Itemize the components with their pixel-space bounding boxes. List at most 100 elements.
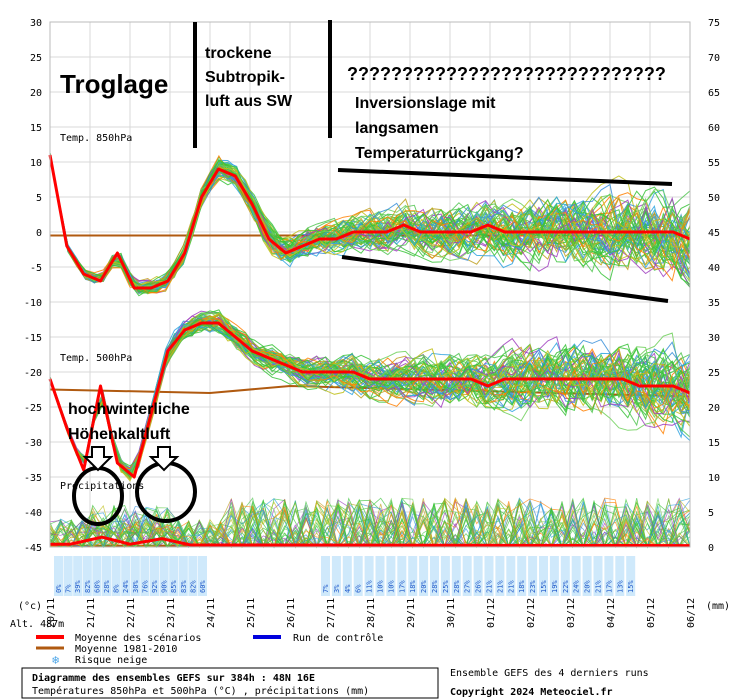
y-right-tick-label: 0: [708, 543, 714, 554]
snow-risk-label: 0%: [55, 584, 63, 593]
snow-risk-cell: [615, 556, 625, 596]
snow-risk-label: 92%: [151, 580, 159, 593]
snow-risk-label: 26%: [475, 580, 483, 593]
snow-risk-label: 13%: [616, 580, 624, 593]
snow-risk-label: 20%: [584, 580, 592, 593]
snowflake-icon: ❄: [52, 653, 59, 667]
member-850-line: [49, 156, 691, 294]
snow-risk-cell: [560, 556, 570, 596]
x-date-label: 29/11: [406, 598, 417, 628]
footer-runs: Ensemble GEFS des 4 derniers runs: [450, 668, 649, 679]
snow-risk-cell: [484, 556, 494, 596]
y-left-tick-label: -35: [24, 473, 42, 484]
label-t850: Temp. 850hPa: [60, 133, 132, 144]
snow-risk-cell: [440, 556, 450, 596]
member-500-line: [49, 323, 691, 471]
y-right-tick-label: 20: [708, 403, 720, 414]
snow-risk-label: 18%: [409, 580, 417, 593]
snow-risk-label: 4%: [344, 584, 352, 593]
snow-risk-cell: [571, 556, 581, 596]
snow-risk-label: 82%: [84, 580, 92, 593]
y-left-tick-label: -20: [24, 368, 42, 379]
snow-risk-cell: [539, 556, 548, 596]
y-right-tick-label: 40: [708, 263, 720, 274]
member-850-line: [49, 153, 691, 294]
x-date-label: 04/12: [606, 598, 617, 628]
y-right-tick-label: 70: [708, 53, 720, 64]
arrow-down-icon: [148, 446, 180, 472]
snow-risk-cell: [150, 556, 159, 596]
snow-risk-cell: [506, 556, 516, 596]
snow-risk-label: 90%: [161, 580, 169, 593]
snow-risk-cell: [102, 556, 111, 596]
y-left-tick-label: 15: [30, 123, 42, 134]
mean-precip-line: [50, 535, 691, 548]
snow-risk-cell: [517, 556, 527, 596]
snow-risk-cell: [63, 556, 73, 596]
snow-risk-label: 24%: [122, 580, 130, 593]
legend-snow-label: Risque neige: [75, 655, 147, 666]
y-right-tick-label: 50: [708, 193, 720, 204]
snow-risk-label: 7%: [65, 584, 73, 593]
x-date-label: 21/11: [86, 598, 97, 628]
snow-risk-label: 15%: [627, 580, 635, 593]
snow-risk-label: 11%: [366, 580, 374, 593]
snow-risk-label: 17%: [398, 580, 406, 593]
snow-risk-label: 23%: [529, 580, 537, 593]
snow-risk-cell: [451, 556, 461, 596]
legend-mean-label: Moyenne des scénarios: [75, 632, 201, 644]
snow-risk-cell: [321, 556, 330, 596]
x-date-label: 27/11: [326, 598, 337, 628]
annot-trend-upper: [337, 168, 673, 186]
annot-trend-lower: [341, 255, 669, 303]
snow-risk-cell: [582, 556, 592, 596]
snow-risk-label: 7%: [322, 584, 330, 593]
snow-risk-cell: [111, 556, 121, 596]
annot-inversion-line: Inversionslage mit: [355, 95, 496, 112]
snow-risk-cell: [342, 556, 352, 596]
y-right-tick-label: 25: [708, 368, 720, 379]
snow-risk-label: 21%: [507, 580, 515, 593]
snow-risk-cell: [188, 556, 198, 596]
annot-subtropik-line: Subtropik-: [205, 69, 285, 86]
y-left-tick-label: 10: [30, 158, 42, 169]
snow-risk-label: 18%: [518, 580, 526, 593]
y-left-tick-label: -25: [24, 403, 42, 414]
snow-risk-label: 85%: [170, 580, 178, 593]
snow-risk-label: 25%: [442, 580, 450, 593]
x-date-label: 30/11: [446, 598, 457, 628]
y-right-tick-label: 35: [708, 298, 720, 309]
snow-risk-cell: [528, 556, 538, 596]
x-date-label: 28/11: [366, 598, 377, 628]
snow-risk-cell: [408, 556, 418, 596]
snow-risk-label: 60%: [199, 580, 207, 593]
snow-risk-label: 28%: [103, 580, 111, 593]
y-left-tick-label: 30: [30, 18, 42, 29]
snow-risk-cell: [121, 556, 131, 596]
y-right-tick-label: 10: [708, 473, 720, 484]
snow-risk-cell: [593, 556, 603, 596]
member-850-line: [49, 156, 691, 287]
legend-control-label: Run de contrôle: [293, 632, 383, 644]
annot-inversion-line: Temperaturrückgang?: [355, 145, 524, 162]
annot-cold-line: hochwinterliche: [68, 401, 190, 418]
snow-risk-label: 10%: [377, 580, 385, 593]
snow-risk-label: 21%: [486, 580, 494, 593]
snow-risk-cell: [140, 556, 150, 596]
snow-risk-cell: [473, 556, 483, 596]
label-t500: Temp. 500hPa: [60, 353, 132, 364]
snow-risk-cell: [73, 556, 83, 596]
x-date-label: 20/11: [46, 598, 57, 628]
snow-risk-label: 83%: [180, 580, 188, 593]
snow-risk-label: 3%: [333, 584, 341, 593]
x-date-label: 25/11: [246, 598, 257, 628]
snow-risk-label: 19%: [551, 580, 559, 593]
snow-risk-cell: [375, 556, 385, 596]
footer-title: Diagramme des ensembles GEFS sur 384h : …: [32, 672, 315, 684]
y-right-tick-label: 65: [708, 88, 720, 99]
snow-risk-label: 21%: [496, 580, 504, 593]
annot-questions: ?????????????????????????????: [347, 64, 666, 84]
arrow-down-icon: [82, 446, 114, 472]
snow-risk-label: 6%: [355, 584, 363, 593]
